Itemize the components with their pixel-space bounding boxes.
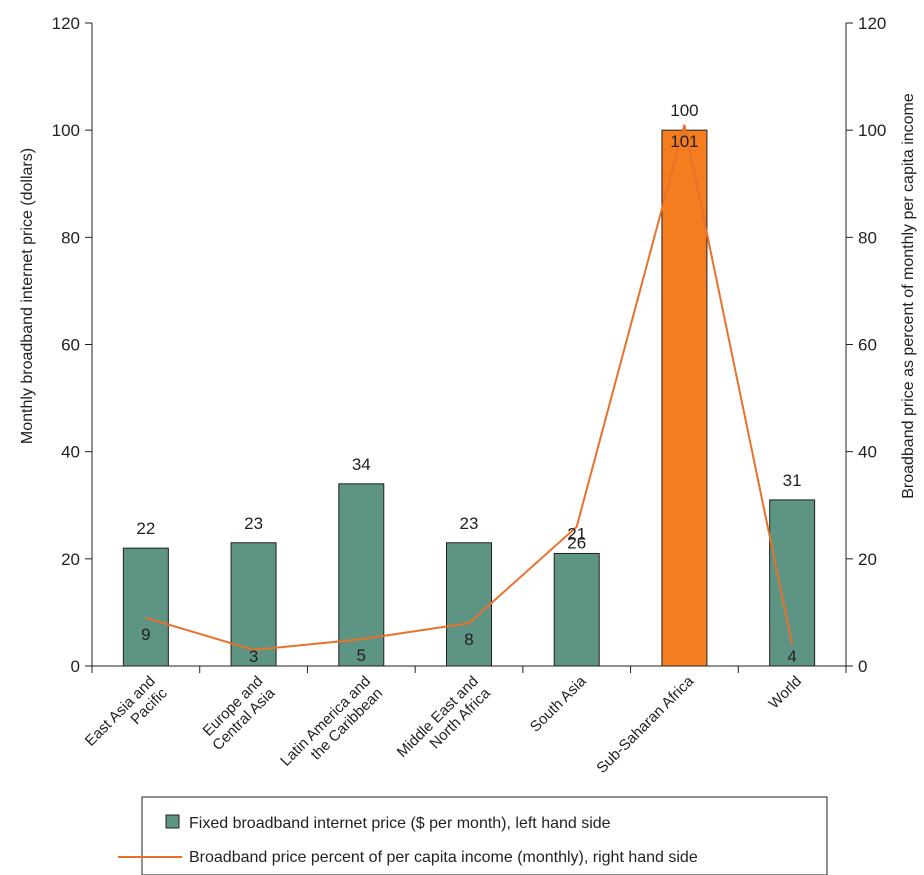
legend-bar-label: Fixed broadband internet price ($ per mo… (189, 815, 611, 832)
line-value-label: 9 (141, 625, 150, 644)
line-value-label: 5 (357, 646, 366, 665)
bar-value-label: 23 (244, 514, 263, 533)
bar-value-label: 34 (352, 455, 371, 474)
y-tick-label: 80 (61, 228, 80, 247)
legend-line-label: Broadband price percent of per capita in… (189, 849, 698, 866)
y-tick-label: 100 (52, 121, 80, 140)
y2-tick-label: 100 (858, 121, 886, 140)
line-series (145, 124, 794, 651)
y2-tick-label: 60 (858, 336, 877, 355)
axes: 0 20 40 60 80 100 120 0 20 40 60 80 100 120 East Asia … (52, 14, 887, 782)
bar-value-label: 31 (783, 471, 802, 490)
y-tick-label: 60 (61, 336, 80, 355)
x-tick-label: World (765, 673, 805, 713)
bar (446, 542, 492, 667)
y-tick-label: 120 (52, 14, 80, 33)
bar-value-label: 100 (670, 101, 698, 120)
y2-tick-label: 120 (858, 14, 886, 33)
line-value-label: 3 (249, 647, 258, 666)
y-tick-label: 20 (61, 550, 80, 569)
line-value-label: 26 (567, 534, 586, 553)
y2-tick-label: 80 (858, 228, 877, 247)
line-value-label: 101 (670, 132, 698, 151)
x-tick-label: East Asia andPacific (82, 672, 171, 761)
x-tick-label-line: Sub-Saharan Africa (593, 672, 697, 776)
y-tick-label: 0 (71, 657, 80, 676)
line-value-label: 8 (464, 630, 473, 649)
x-tick-label-line: World (765, 673, 805, 713)
data-labels: 22 23 34 23 21 100 31 9 3 5 8 26 101 4 (136, 101, 801, 666)
bar (553, 552, 600, 667)
x-tick-label: South Asia (527, 672, 590, 735)
bar (122, 547, 169, 667)
x-tick-label: Middle East andNorth Africa (394, 672, 495, 773)
x-tick-label: Europe andCentral Asia (197, 672, 279, 754)
bar (338, 483, 385, 667)
y-tick-label: 40 (61, 443, 80, 462)
legend-bar-swatch (165, 814, 180, 829)
series-line (145, 124, 794, 651)
line-value-label: 4 (787, 647, 796, 666)
y2-axis-label: Broadband price as percent of monthly pe… (900, 93, 917, 499)
y2-tick-label: 0 (858, 657, 867, 676)
x-tick-label-line: South Asia (527, 672, 590, 735)
bar (769, 499, 816, 667)
x-tick-label: Latin America andthe Caribbean (277, 673, 386, 782)
legend-box (141, 796, 828, 875)
bar (661, 129, 708, 667)
y2-tick-label: 40 (858, 443, 877, 462)
x-tick-label: Sub-Saharan Africa (593, 672, 697, 776)
bar-value-label: 22 (136, 519, 155, 538)
y-axis-label: Monthly broadband internet price (dollar… (19, 148, 36, 444)
y2-tick-label: 20 (858, 550, 877, 569)
bars (122, 129, 816, 667)
legend: Fixed broadband internet price ($ per mo… (118, 796, 828, 875)
bar-value-label: 23 (460, 514, 479, 533)
bar-value-label: 21 (567, 524, 586, 543)
